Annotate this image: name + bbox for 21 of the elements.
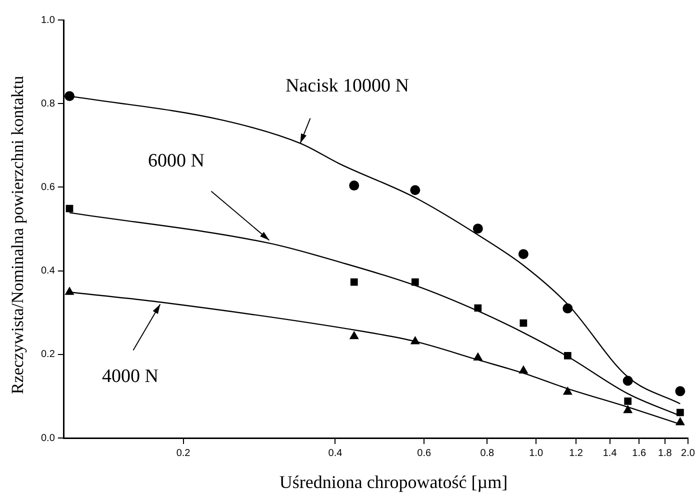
x-tick-label: 2.0 — [681, 448, 696, 459]
y-tick-label: 0.4 — [40, 266, 56, 277]
y-tick-label: 0.8 — [40, 98, 56, 110]
annotation: 6000 N — [148, 150, 205, 172]
x-tick-label: 1.2 — [569, 448, 584, 459]
y-tick-label: 0.6 — [40, 182, 56, 193]
x-tick-label: 1.6 — [632, 448, 646, 459]
annotation: 4000 N — [102, 366, 159, 388]
x-tick-label: 1.8 — [658, 448, 672, 459]
annotation: Nacisk 10000 N — [286, 75, 410, 96]
x-tick-label: 0.4 — [328, 448, 343, 459]
x-tick-label: 0.2 — [176, 448, 191, 459]
y-tick-label: 0.0 — [40, 432, 56, 444]
x-tick-label: 0.8 — [480, 448, 495, 459]
y-tick-label: 1.0 — [40, 14, 56, 26]
x-tick-label: 1.4 — [602, 448, 618, 459]
x-tick-label: 1.0 — [529, 448, 544, 459]
y-tick-label: 0.2 — [40, 349, 56, 360]
x-tick-label: 0.6 — [417, 448, 432, 459]
y-axis-title: Rzeczywista/Nominalna powierzchni kontaktu — [8, 76, 28, 394]
x-axis-title: Uśredniona chropowatość [µm] — [278, 472, 509, 493]
